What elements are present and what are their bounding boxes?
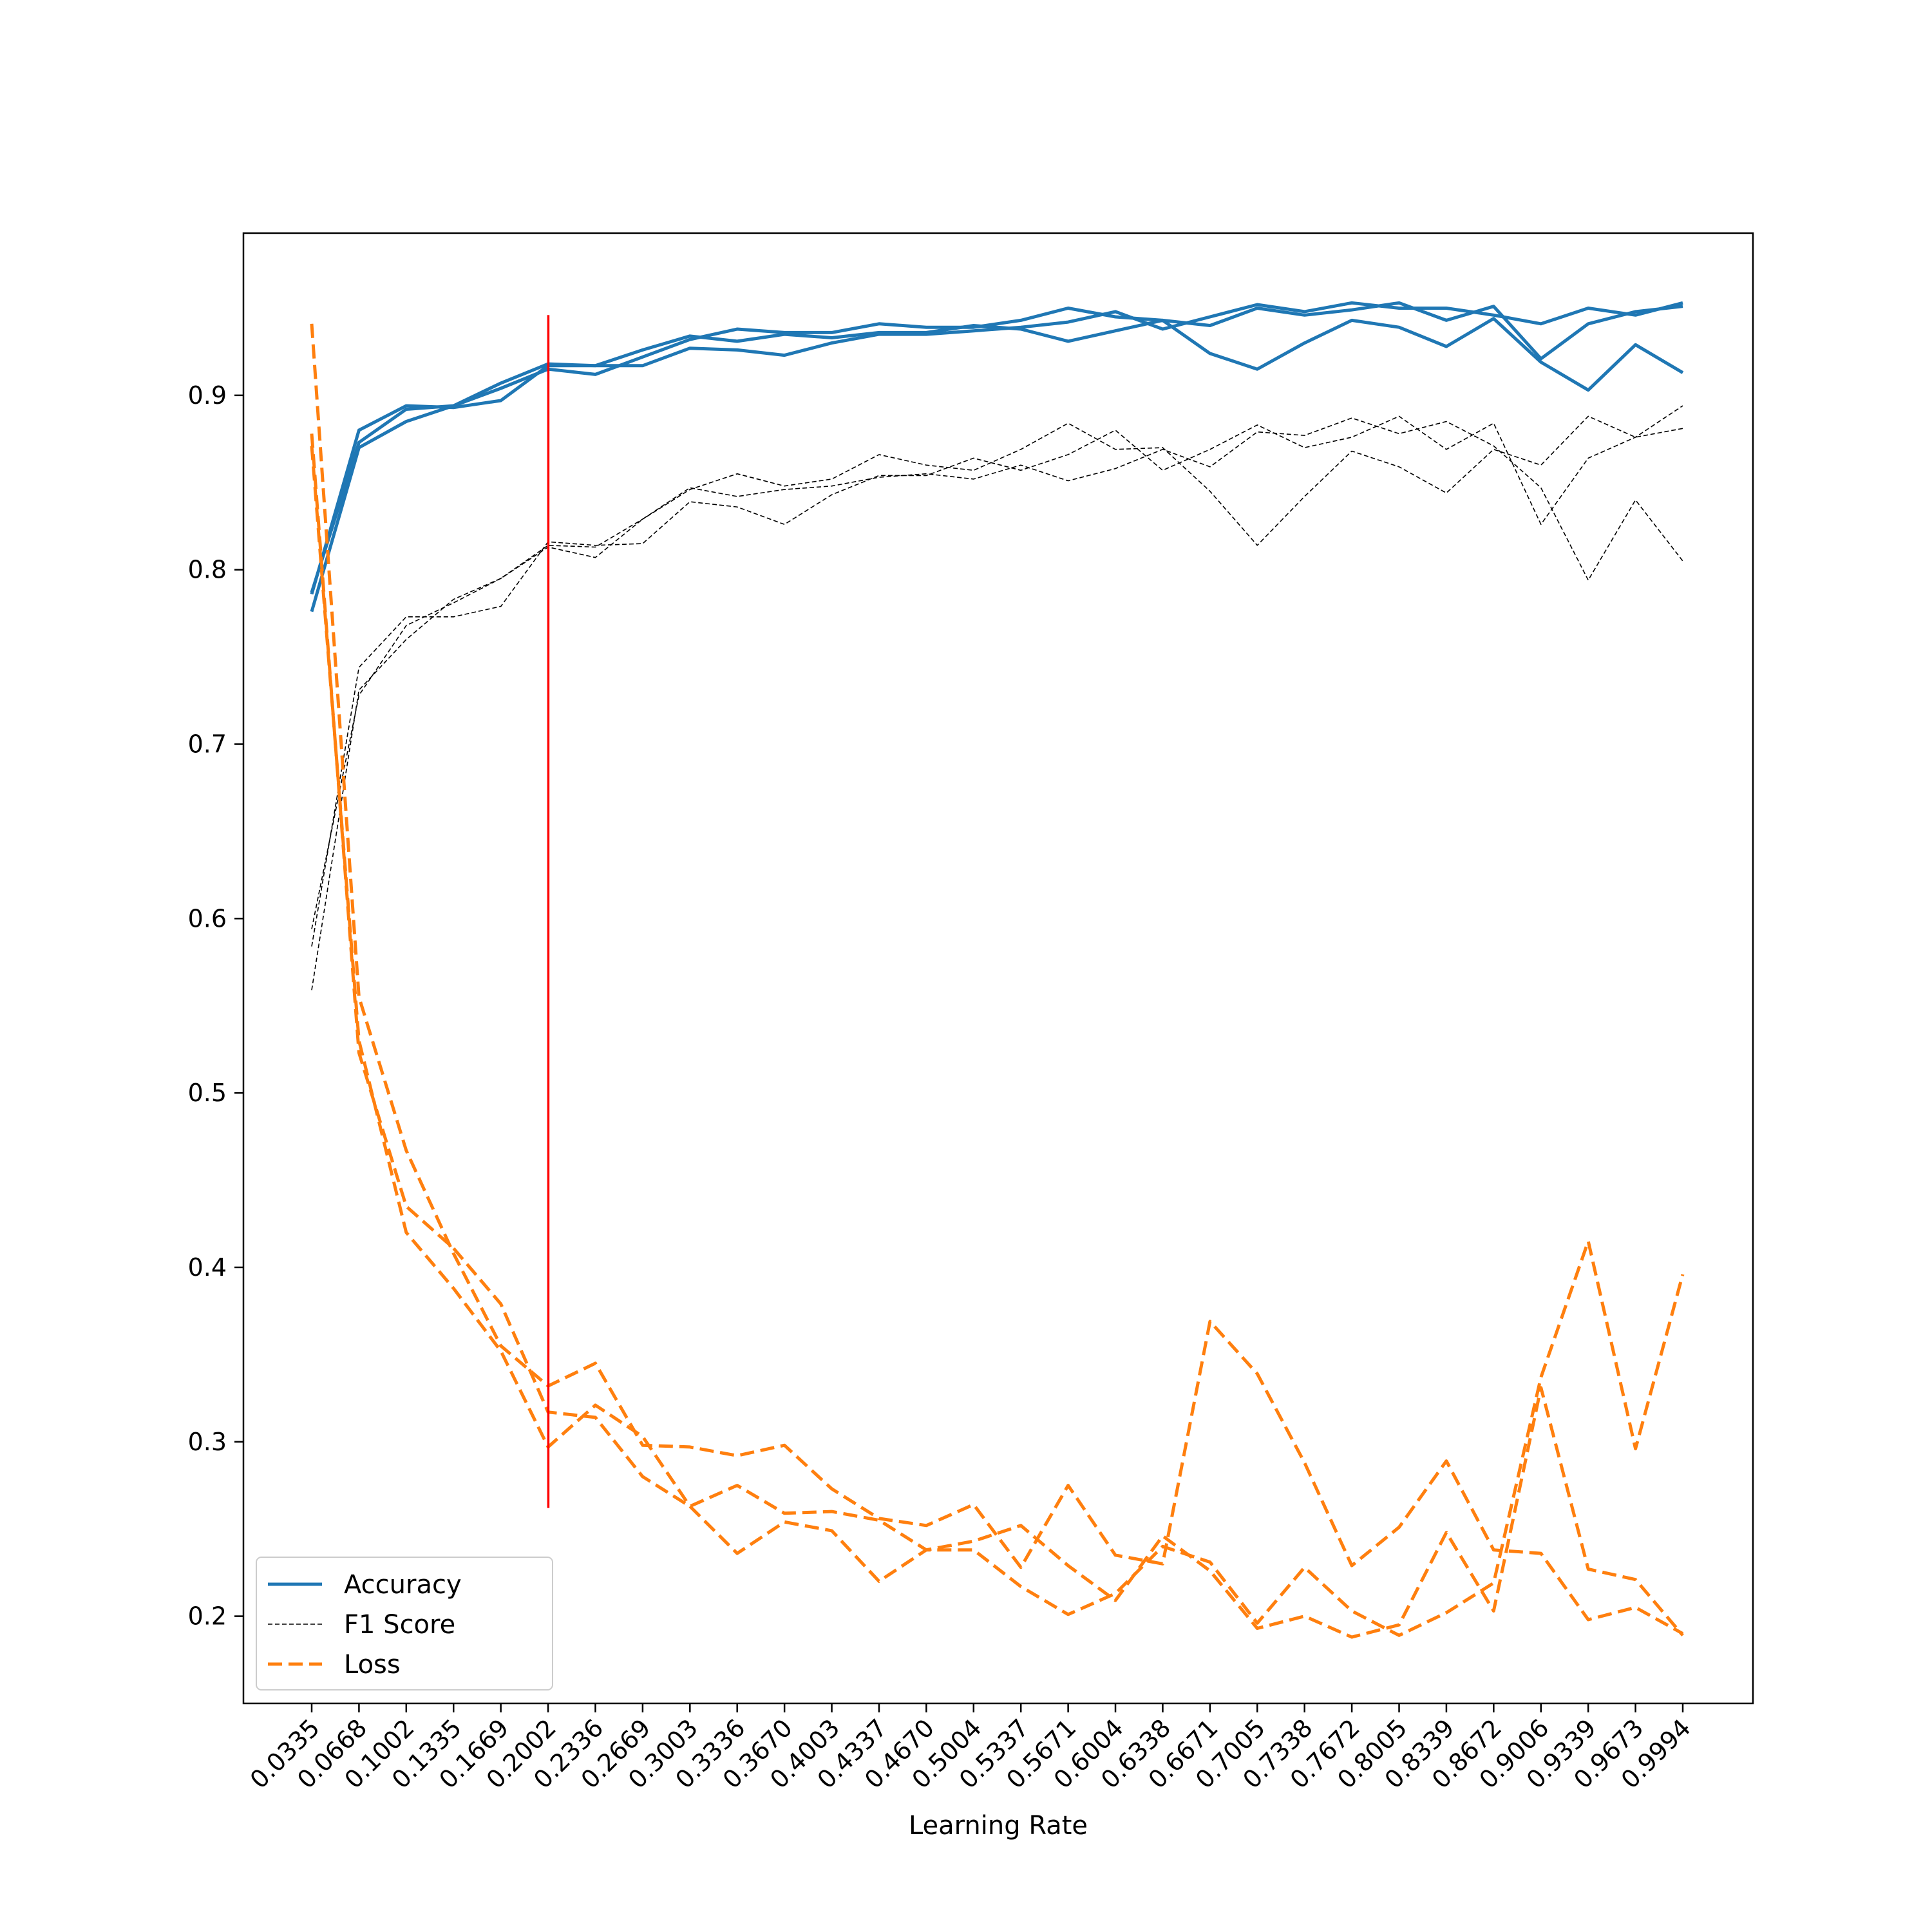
legend-label: F1 Score <box>344 1610 455 1640</box>
y-tick-label: 0.6 <box>188 904 227 933</box>
y-tick-label: 0.9 <box>188 381 227 410</box>
plot-area <box>242 232 1754 1705</box>
legend-label: Accuracy <box>344 1570 462 1600</box>
y-tick-label: 0.8 <box>188 556 227 584</box>
series-line-accuracy <box>310 301 1683 595</box>
legend-label: Loss <box>344 1650 401 1680</box>
series-layer <box>310 301 1685 1639</box>
series-line-loss <box>310 323 1684 1635</box>
y-tick-label: 0.7 <box>188 730 227 758</box>
x-axis-label: Learning Rate <box>909 1811 1088 1841</box>
series-line-f1-score <box>311 415 1683 990</box>
y-tick-label: 0.5 <box>188 1079 227 1107</box>
series-line-f1-score <box>311 405 1683 947</box>
legend-box <box>256 1557 553 1690</box>
legend: Accuracy F1 Score Loss <box>256 1557 553 1690</box>
y-tick-label: 0.2 <box>188 1602 227 1631</box>
y-tick-label: 0.4 <box>188 1253 227 1282</box>
y-axis: 0.2 0.3 0.4 0.5 0.6 0.7 0.8 0.9 <box>188 381 243 1631</box>
series-line-accuracy <box>310 317 1684 593</box>
y-tick-label: 0.3 <box>188 1428 227 1456</box>
series-line-loss <box>310 446 1684 1639</box>
series-line-loss <box>310 433 1685 1637</box>
series-line-f1-score <box>311 417 1683 929</box>
